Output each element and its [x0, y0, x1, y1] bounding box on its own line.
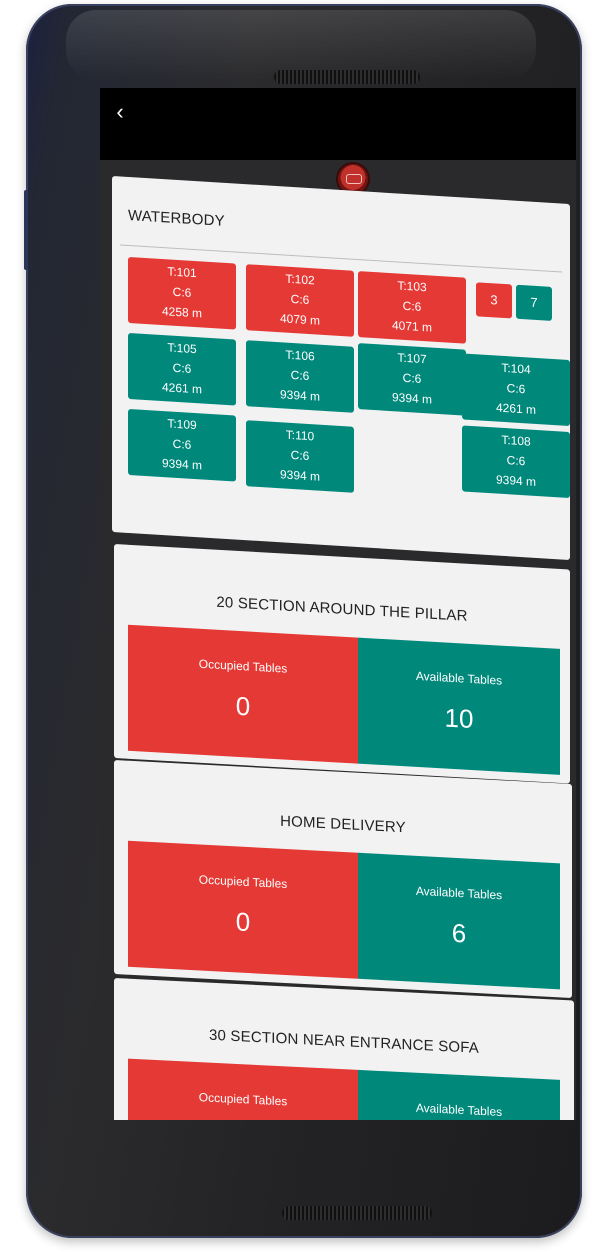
table-tile[interactable]: T:107 C:6 9394 m [358, 343, 466, 416]
chevron-left-icon[interactable]: ‹ [116, 99, 124, 124]
section-title: 20 SECTION AROUND THE PILLAR [216, 593, 468, 625]
table-tile[interactable]: T:109 C:6 9394 m [128, 408, 236, 482]
restaurant-logo-icon [338, 164, 368, 194]
top-speaker-grille [274, 70, 420, 84]
section-summary-card: HOME DELIVERY Occupied Tables 0 Availabl… [114, 760, 572, 999]
available-tables-label: Available Tables [415, 668, 503, 688]
app-screen: ‹ WATERBODY 3 7 T:101 C:6 4258 m T:102 C… [100, 88, 576, 1120]
table-tile[interactable]: T:106 C:6 9394 m [246, 340, 354, 413]
available-tables-label: Available Tables [415, 1100, 503, 1119]
section-title: 30 SECTION NEAR ENTRANCE SOFA [208, 1026, 480, 1057]
table-tile[interactable]: T:101 C:6 4258 m [128, 256, 236, 330]
available-count-badge[interactable]: 7 [516, 284, 552, 321]
occupied-tables-count: 0 [128, 1119, 358, 1120]
available-tables-count: 6 [451, 917, 467, 949]
table-tile[interactable]: T:110 C:6 9394 m [246, 420, 354, 493]
waterbody-card: WATERBODY 3 7 T:101 C:6 4258 m T:102 C:6… [112, 176, 570, 561]
table-tile[interactable]: T:108 C:6 9394 m [462, 425, 570, 499]
occupied-tables-label: Occupied Tables [198, 1090, 288, 1109]
table-tile[interactable]: T:102 C:6 4079 m [246, 264, 354, 337]
occupied-tables-label: Occupied Tables [198, 656, 288, 676]
app-bar: ‹ [100, 88, 576, 160]
tablet-device: ‹ WATERBODY 3 7 T:101 C:6 4258 m T:102 C… [26, 4, 582, 1238]
table-tile[interactable]: T:104 C:6 4261 m [462, 353, 570, 427]
occupied-tables-label: Occupied Tables [198, 872, 288, 892]
occupied-tables-panel[interactable]: Occupied Tables 0 [128, 840, 358, 979]
bezel-shine [66, 10, 536, 80]
section-summary-card: 20 SECTION AROUND THE PILLAR Occupied Ta… [114, 544, 570, 784]
section-title: HOME DELIVERY [280, 812, 406, 837]
occupied-tables-panel[interactable]: Occupied Tables 0 [128, 1058, 358, 1120]
available-tables-panel[interactable]: Available Tables 10 [358, 637, 560, 775]
occupied-tables-panel[interactable]: Occupied Tables 0 [128, 624, 358, 764]
side-button [24, 190, 28, 270]
available-tables-panel[interactable]: Available Tables 10 [358, 1069, 560, 1120]
occupied-tables-count: 0 [235, 906, 251, 938]
available-tables-panel[interactable]: Available Tables 6 [358, 852, 560, 990]
occupied-count-badge[interactable]: 3 [476, 282, 512, 319]
table-tile[interactable]: T:103 C:6 4071 m [358, 271, 466, 344]
table-tile[interactable]: T:105 C:6 4261 m [128, 332, 236, 406]
section-summary-card: 30 SECTION NEAR ENTRANCE SOFA Occupied T… [114, 978, 574, 1120]
bottom-speaker-grille [282, 1206, 432, 1220]
available-tables-count: 10 [444, 702, 474, 735]
available-tables-label: Available Tables [415, 883, 503, 903]
occupied-tables-count: 0 [235, 690, 251, 722]
section-title: WATERBODY [128, 206, 225, 230]
